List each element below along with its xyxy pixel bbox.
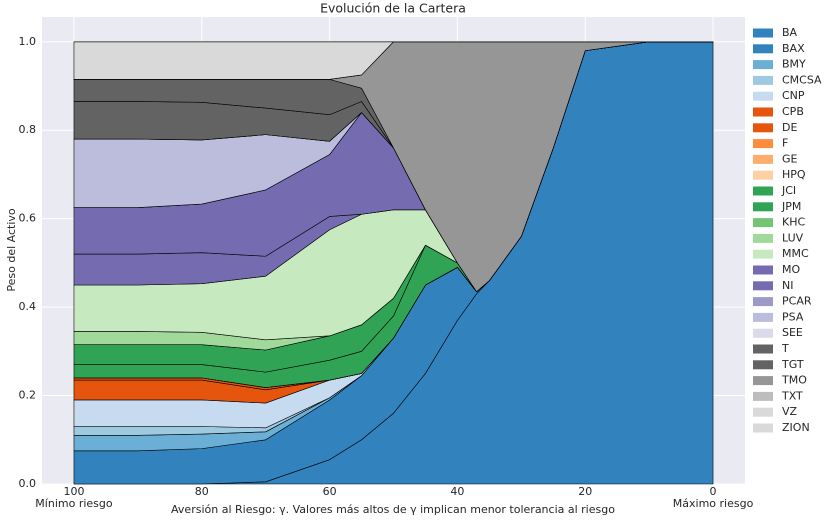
x-end-label: Máximo riesgo bbox=[673, 497, 754, 510]
legend-swatch bbox=[753, 44, 773, 54]
legend-swatch bbox=[753, 75, 773, 85]
legend-label: JCI bbox=[781, 184, 796, 197]
legend-label: SEE bbox=[782, 326, 803, 339]
legend-label: NI bbox=[782, 279, 793, 292]
legend-swatch bbox=[753, 249, 773, 259]
legend-label: CMCSA bbox=[782, 73, 822, 86]
y-tick-label: 0.0 bbox=[19, 477, 37, 490]
x-tick-label: 20 bbox=[578, 485, 592, 498]
legend-swatch bbox=[753, 218, 773, 228]
legend-label: MMC bbox=[782, 247, 809, 260]
chart-title: Evolución de la Cartera bbox=[320, 1, 466, 16]
areas bbox=[73, 41, 714, 485]
legend-swatch bbox=[753, 391, 773, 401]
y-tick-label: 0.2 bbox=[19, 389, 37, 402]
legend-swatch bbox=[753, 123, 773, 133]
y-tick-label: 0.6 bbox=[19, 212, 37, 225]
x-tick-label: 0 bbox=[710, 485, 717, 498]
legend-swatch bbox=[753, 265, 773, 275]
legend-label: VZ bbox=[782, 405, 798, 418]
legend-swatch bbox=[753, 233, 773, 243]
legend-swatch bbox=[753, 423, 773, 433]
x-tick-label: 40 bbox=[450, 485, 464, 498]
legend-swatch bbox=[753, 154, 773, 164]
legend-swatch bbox=[753, 60, 773, 70]
legend-label: HPQ bbox=[782, 168, 806, 181]
legend-label: T bbox=[781, 342, 789, 355]
legend-label: BAX bbox=[782, 42, 805, 55]
y-tick-label: 1.0 bbox=[19, 35, 37, 48]
x-axis-label: Aversión al Riesgo: γ. Valores más altos… bbox=[171, 503, 615, 516]
y-tick-label: 0.4 bbox=[19, 300, 37, 313]
labels: 0.0 0.2 0.4 0.6 0.8 1.0 100 80 60 40 20 0 Mínimo rie… bbox=[19, 26, 823, 510]
legend-swatch bbox=[753, 170, 773, 180]
legend-swatch bbox=[753, 107, 773, 117]
y-tick-label: 0.8 bbox=[19, 123, 37, 136]
legend-swatch bbox=[753, 186, 773, 196]
legend-label: LUV bbox=[782, 231, 804, 244]
legend-swatch bbox=[753, 360, 773, 370]
x-tick-label: 80 bbox=[195, 485, 209, 498]
legend-swatch bbox=[753, 281, 773, 291]
legend-label: ZION bbox=[782, 421, 810, 434]
legend-swatch bbox=[753, 344, 773, 354]
legend-label: TGT bbox=[781, 358, 804, 371]
legend-swatch bbox=[753, 297, 773, 307]
legend-label: MO bbox=[782, 263, 800, 276]
legend-label: GE bbox=[782, 152, 798, 165]
x-tick-label: 100 bbox=[63, 485, 84, 498]
y-axis-label: Peso del Activo bbox=[5, 208, 18, 292]
legend-swatch bbox=[753, 376, 773, 386]
legend-label: TXT bbox=[781, 389, 803, 402]
legend-label: BA bbox=[782, 26, 798, 39]
legend-label: CNP bbox=[782, 89, 805, 102]
legend-label: PCAR bbox=[782, 295, 812, 308]
legend-swatch bbox=[753, 28, 773, 38]
legend-label: KHC bbox=[782, 216, 805, 229]
legend-swatch bbox=[753, 139, 773, 149]
legend-label: BMY bbox=[782, 58, 806, 71]
legend-label: TMO bbox=[781, 374, 807, 387]
legend-swatch bbox=[753, 91, 773, 101]
legend-label: CPB bbox=[782, 105, 804, 118]
legend-swatch bbox=[753, 407, 773, 417]
legend-swatch bbox=[753, 312, 773, 322]
legend-swatch bbox=[753, 202, 773, 212]
legend-label: JPM bbox=[781, 200, 801, 213]
legend-label: DE bbox=[782, 121, 797, 134]
legend-label: PSA bbox=[782, 310, 804, 323]
x-tick-label: 60 bbox=[323, 485, 337, 498]
legend-swatch bbox=[753, 328, 773, 338]
legend-label: F bbox=[782, 137, 788, 150]
x-end-label: Mínimo riesgo bbox=[35, 497, 113, 510]
